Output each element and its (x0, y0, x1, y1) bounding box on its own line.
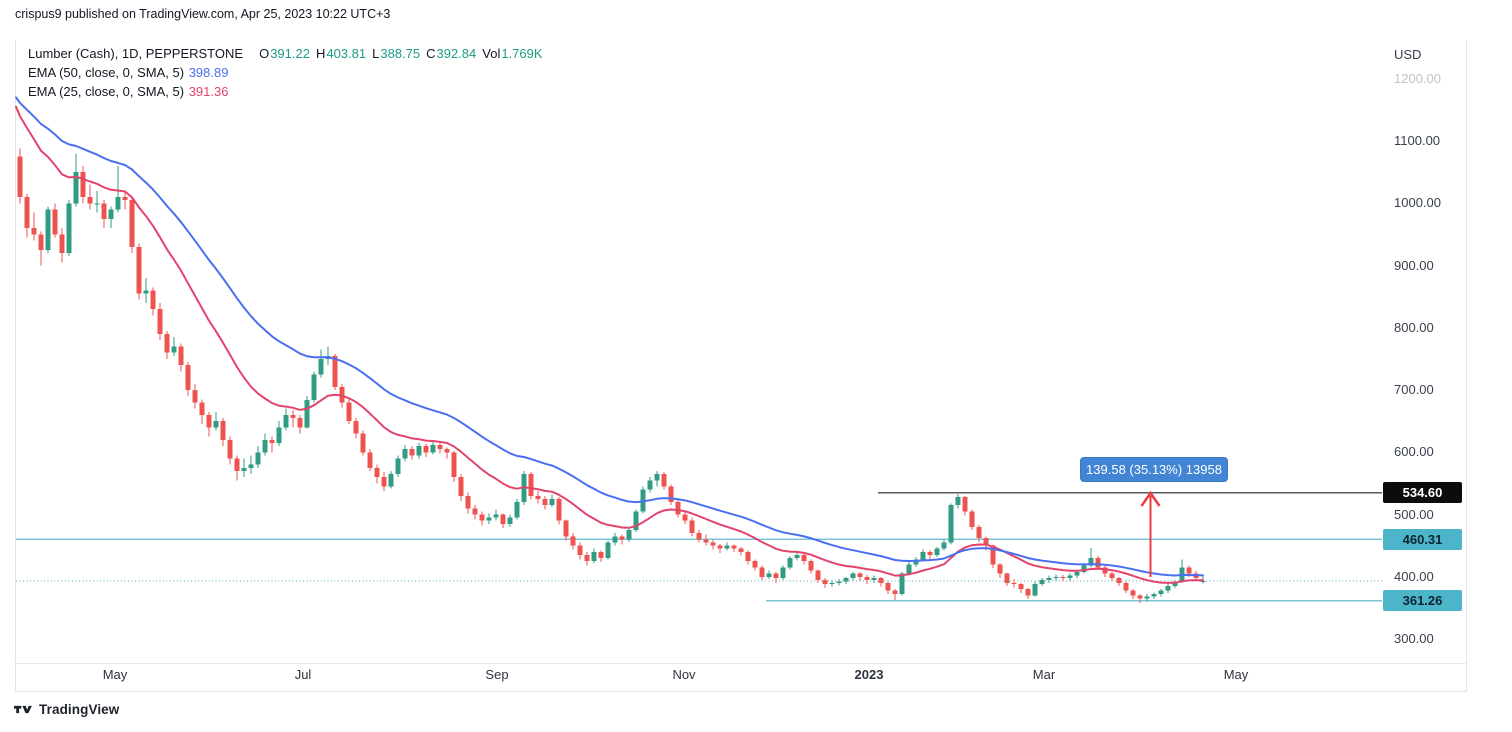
price-tick-label: 900.00 (1394, 257, 1434, 273)
price-tick-label: 1000.00 (1394, 195, 1441, 211)
low-value: 388.75 (380, 46, 421, 61)
attribution-text: crispus9 published on TradingView.com, A… (15, 7, 391, 21)
price-tick-label: 300.00 (1394, 631, 1434, 646)
time-tick-label: Nov (672, 667, 696, 682)
symbol-legend-row[interactable]: Lumber (Cash), 1D, PEPPERSTONE O391.22 H40… (28, 44, 543, 63)
price-tick-label: 1100.00 (1394, 133, 1441, 148)
volume-label: Vol (482, 46, 501, 61)
volume-value: 1.769K (501, 46, 543, 61)
time-tick-label: May (102, 667, 128, 682)
ema50-value: 398.89 (188, 65, 229, 80)
tradingview-logo-icon (14, 705, 32, 714)
price-tick-label: 700.00 (1394, 382, 1434, 397)
price-level-badge: 534.60 (1383, 482, 1462, 504)
chart-legend: Lumber (Cash), 1D, PEPPERSTONE O391.22 H40… (28, 44, 543, 101)
tradingview-watermark[interactable]: TradingView (14, 702, 119, 717)
ema50-label: EMA (50, close, 0, SMA, 5) (28, 65, 185, 80)
close-value: 392.84 (436, 46, 477, 61)
high-value: 403.81 (326, 46, 367, 61)
ema25-label: EMA (25, close, 0, SMA, 5) (28, 84, 185, 99)
price-tick-label: 500.00 (1394, 506, 1434, 522)
currency-label: USD (1394, 47, 1422, 62)
close-label: C (426, 46, 436, 61)
price-tick-label: 600.00 (1394, 444, 1434, 460)
time-tick-label: Sep (485, 667, 509, 682)
high-label: H (315, 46, 326, 61)
low-label: L (372, 46, 380, 61)
open-value: 391.22 (270, 46, 310, 61)
measure-callout: 139.58 (35.13%) 13958 (1080, 457, 1228, 482)
ema25-legend-row[interactable]: EMA (25, close, 0, SMA, 5) 391.36 (28, 82, 543, 101)
open-label: O (259, 46, 270, 61)
price-tick-label: 1200.00 (1394, 70, 1441, 86)
time-tick-label: Jul (294, 667, 312, 682)
time-tick-label: 2023 (854, 667, 884, 682)
price-tick-label: 400.00 (1394, 568, 1434, 584)
ema25-value: 391.36 (188, 84, 229, 99)
price-tick-label: 800.00 (1394, 319, 1434, 335)
price-level-badge: 361.26 (1383, 590, 1462, 612)
tradingview-logo-text: TradingView (39, 702, 120, 717)
time-tick-label: May (1223, 667, 1249, 682)
symbol-title: Lumber (Cash), 1D, PEPPERSTONE (28, 46, 244, 61)
price-level-badge: 460.31 (1383, 528, 1462, 550)
plot-area[interactable] (15, 40, 1380, 663)
time-tick-label: Mar (1032, 667, 1056, 682)
ema50-legend-row[interactable]: EMA (50, close, 0, SMA, 5) 398.89 (28, 63, 543, 82)
